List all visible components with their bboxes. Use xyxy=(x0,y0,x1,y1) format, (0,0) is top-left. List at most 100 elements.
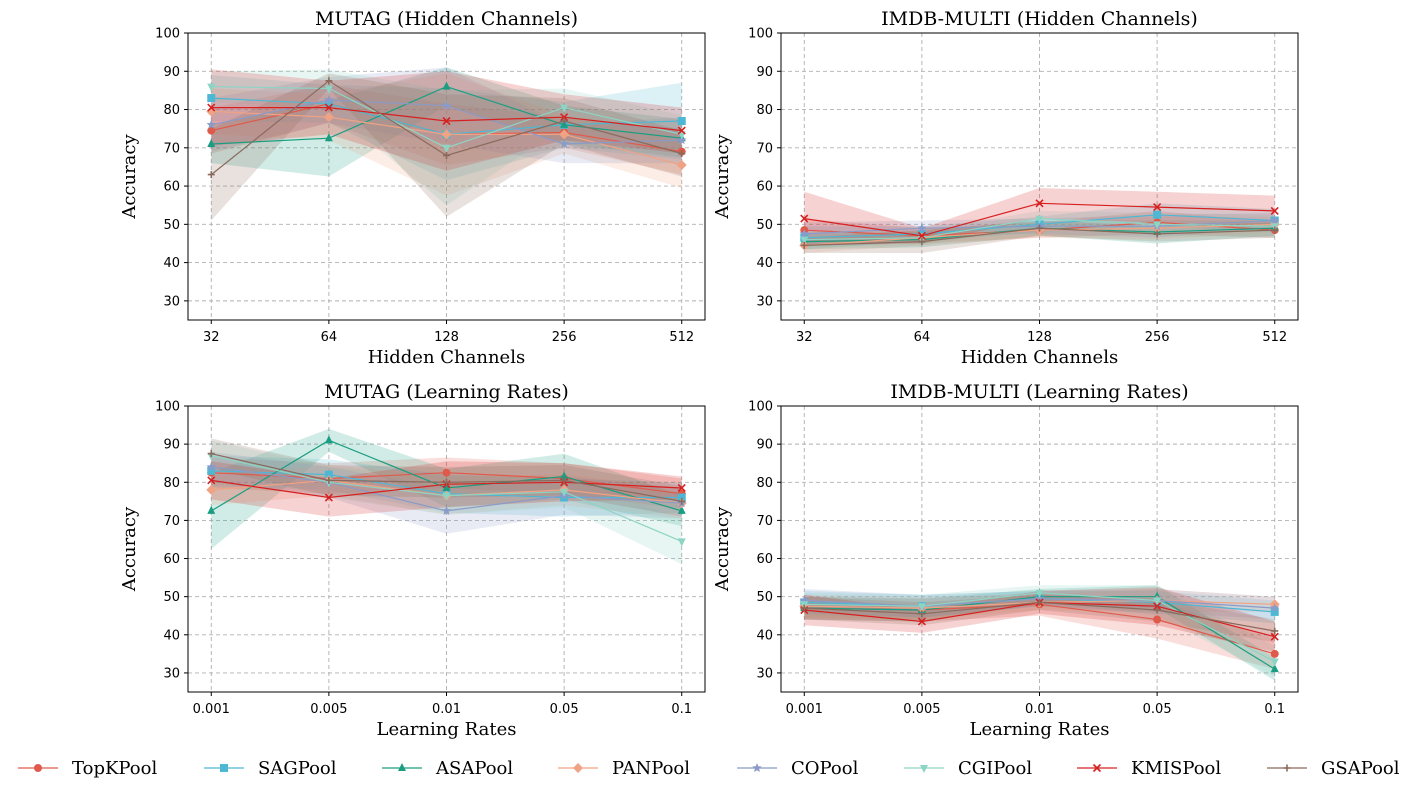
x-tick-label: 0.005 xyxy=(310,702,347,717)
x-tick-label: 0.005 xyxy=(903,702,940,717)
y-tick-label: 60 xyxy=(163,552,180,567)
y-tick-label: 90 xyxy=(756,438,773,453)
legend-item-sagpool: SAGPool xyxy=(204,758,337,779)
legend-label: KMISPool xyxy=(1131,758,1221,779)
point-gsapool xyxy=(1271,627,1279,635)
x-tick-label: 0.1 xyxy=(1264,702,1285,717)
point-cgipool xyxy=(442,144,451,153)
x-tick-label: 0.05 xyxy=(1143,702,1172,717)
y-tick-label: 30 xyxy=(756,294,773,309)
y-tick-label: 30 xyxy=(756,666,773,681)
legend-item-panpool: PANPool xyxy=(558,758,690,779)
point-copool xyxy=(206,119,217,129)
point-panpool xyxy=(323,112,334,123)
chart-title: MUTAG (Learning Rates) xyxy=(324,381,569,403)
legend-marker xyxy=(220,764,228,772)
point-kmispool xyxy=(207,103,216,112)
point-copool xyxy=(676,135,687,145)
x-tick-label: 256 xyxy=(552,330,577,345)
point-sagpool xyxy=(1153,210,1162,219)
y-tick-label: 90 xyxy=(163,65,180,80)
point-kmispool xyxy=(677,483,686,493)
point-gsapool xyxy=(443,478,450,486)
legend-marker xyxy=(920,765,928,773)
legend-label: GSAPool xyxy=(1321,758,1400,779)
point-kmispool xyxy=(442,116,451,126)
point-copool xyxy=(917,223,927,233)
point-cgipool xyxy=(677,538,686,547)
point-cgipool xyxy=(207,83,216,92)
point-kmispool xyxy=(1035,199,1044,208)
chart-panel-4: 30 40 50 60 70 80 90 100 0.001 0.005 0.01 0.05 0.1 IM… xyxy=(712,381,1299,740)
point-sagpool xyxy=(207,466,216,475)
y-tick-label: 70 xyxy=(163,514,180,529)
legend-label: SAGPool xyxy=(258,758,337,779)
y-axis-label: Accuracy xyxy=(119,134,140,220)
point-cgipool xyxy=(1035,589,1044,598)
point-kmispool xyxy=(917,617,926,626)
y-tick-label: 70 xyxy=(756,141,773,156)
y-tick-label: 80 xyxy=(756,476,773,491)
point-asapool xyxy=(324,133,333,142)
legend-label: TopKPool xyxy=(72,758,157,779)
point-copool xyxy=(1269,603,1280,613)
chart-panel-2: 30 40 50 60 70 80 90 100 32 64 128 256 512 IMDB-MULTI… xyxy=(712,8,1299,368)
y-tick-label: 70 xyxy=(756,514,773,529)
point-panpool xyxy=(559,129,570,140)
point-cgipool xyxy=(324,85,333,94)
y-tick-label: 30 xyxy=(163,666,180,681)
point-gsapool xyxy=(207,171,215,179)
point-cgipool xyxy=(917,603,926,612)
y-tick-label: 100 xyxy=(155,400,180,415)
point-gsapool xyxy=(443,151,450,159)
point-copool xyxy=(799,228,810,238)
x-tick-label: 128 xyxy=(434,330,459,345)
point-cgipool xyxy=(560,104,569,113)
x-tick-label: 0.05 xyxy=(550,702,579,717)
point-panpool xyxy=(676,160,687,171)
point-gsapool xyxy=(918,238,926,246)
chart-title: MUTAG (Hidden Channels) xyxy=(315,8,578,30)
point-topkpool xyxy=(1270,649,1279,658)
point-sagpool xyxy=(207,94,216,103)
chart-title: IMDB-MULTI (Hidden Channels) xyxy=(881,8,1198,30)
point-cgipool xyxy=(1153,597,1162,606)
legend-item-gsapool: GSAPool xyxy=(1267,758,1400,779)
legend-label: ASAPool xyxy=(435,758,513,779)
point-sagpool xyxy=(677,117,686,126)
point-copool xyxy=(559,138,569,149)
point-kmispool xyxy=(560,113,569,122)
y-tick-label: 80 xyxy=(756,103,773,118)
point-asapool xyxy=(207,505,216,514)
point-copool xyxy=(441,505,452,515)
legend-marker xyxy=(1283,764,1291,772)
x-axis-label: Learning Rates xyxy=(970,719,1110,740)
x-tick-label: 64 xyxy=(321,330,338,345)
point-topkpool xyxy=(442,468,451,477)
legend-item-asapool: ASAPool xyxy=(382,758,513,779)
point-asapool xyxy=(677,505,686,514)
y-axis-label: Accuracy xyxy=(712,134,733,220)
y-tick-label: 60 xyxy=(756,180,773,195)
point-sagpool xyxy=(324,470,333,479)
y-tick-label: 70 xyxy=(163,141,180,156)
point-asapool xyxy=(442,81,451,90)
point-sagpool xyxy=(1270,607,1279,616)
point-gsapool xyxy=(1036,224,1043,232)
point-panpool xyxy=(441,129,452,140)
point-gsapool xyxy=(1036,598,1043,606)
point-kmispool xyxy=(324,493,333,502)
legend-marker xyxy=(34,764,42,772)
x-tick-label: 0.001 xyxy=(193,702,230,717)
x-tick-label: 0.01 xyxy=(432,702,461,717)
point-kmispool xyxy=(1153,602,1162,611)
y-tick-label: 50 xyxy=(756,218,773,233)
point-cgipool xyxy=(560,488,569,497)
point-kmispool xyxy=(917,231,926,240)
x-axis-label: Learning Rates xyxy=(377,719,517,740)
point-sagpool xyxy=(324,99,333,108)
y-tick-label: 100 xyxy=(748,27,773,42)
point-gsapool xyxy=(918,610,926,618)
x-tick-label: 32 xyxy=(203,330,220,345)
legend-label: PANPool xyxy=(612,758,690,779)
